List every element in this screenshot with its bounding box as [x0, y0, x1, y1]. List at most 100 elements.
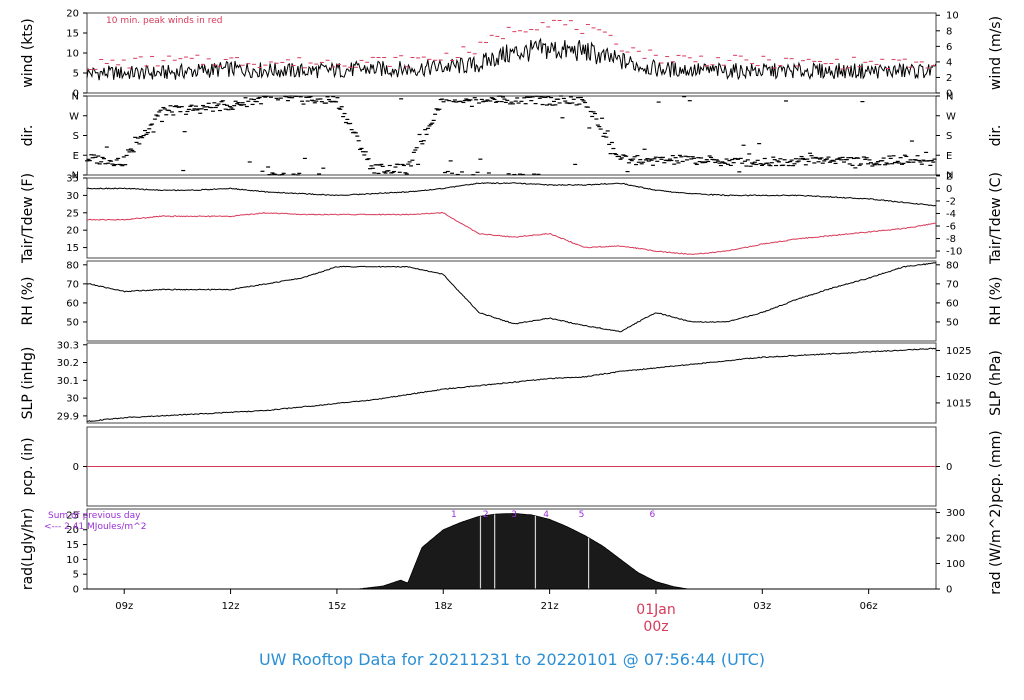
left-tick-label: N	[72, 92, 79, 103]
left-tick-label: 60	[66, 298, 79, 309]
right-tick-label: 1015	[946, 398, 971, 409]
ylabel-left: RH (%)	[20, 277, 36, 326]
ylabel-right: Tair/Tdew (C)	[988, 172, 1004, 265]
ylabel-right: dir.	[988, 125, 1004, 147]
left-tick-label: 15	[66, 540, 79, 551]
panel-slp: SLP (inHg) SLP (hPa) 29.9 30 30.1 30.2 30.3 101…	[20, 340, 1004, 424]
right-tick-label: N	[946, 171, 953, 182]
rad-hour-mark: 1	[451, 510, 457, 520]
ylabel-right: rad (W/m^2)	[988, 503, 1004, 594]
x-tick-label: 09z	[115, 601, 133, 612]
date-marker-hour: 00z	[643, 619, 668, 635]
left-tick-label: 5	[73, 69, 79, 80]
panel-wind: wind (kts) wind (m/s) 0 5 10 15 20 0 2 4 6 8 10 10 mi…	[20, 9, 1004, 100]
ylabel-left: pcp. (in)	[20, 437, 36, 495]
right-tick-label: 70	[946, 279, 959, 290]
panel-frame	[86, 342, 937, 424]
right-tick-label: 50	[946, 317, 959, 328]
right-tick-label: 4	[946, 57, 952, 68]
left-tick-label: E	[73, 151, 79, 162]
series-radiation	[358, 513, 688, 590]
right-tick-label: 6	[946, 42, 952, 53]
right-tick-label: -4	[946, 209, 956, 220]
left-tick-label: 70	[66, 279, 79, 290]
panel-temp: Tair/Tdew (F) Tair/Tdew (C)1520253035-10-…	[20, 171, 1004, 265]
ylabel-left: Tair/Tdew (F)	[20, 173, 36, 264]
right-tick-label: 300	[946, 508, 965, 519]
left-tick-label: 30.3	[57, 340, 79, 351]
right-tick-label: E	[946, 151, 952, 162]
left-tick-label: 30.2	[57, 358, 79, 369]
x-tick-label: 18z	[434, 601, 452, 612]
right-tick-label: S	[946, 131, 952, 142]
series-tdew	[86, 211, 937, 255]
x-tick-label: 15z	[328, 601, 346, 612]
ylabel-right: pcp. (mm)	[988, 430, 1004, 503]
ylabel-right: SLP (hPa)	[988, 350, 1004, 416]
left-tick-label: 50	[66, 317, 79, 328]
left-tick-label: 20	[66, 226, 79, 237]
right-tick-label: 0	[946, 585, 952, 596]
left-tick-label: 10	[66, 555, 79, 566]
left-tick-label: 15	[66, 29, 79, 40]
ylabel-left: wind (kts)	[20, 18, 36, 87]
right-tick-label: -6	[946, 222, 956, 233]
left-tick-label: 20	[66, 9, 79, 20]
right-tick-label: -8	[946, 234, 956, 245]
panel-rh: RH (%) RH (%) 50 60 70 80 50 60 70 80	[20, 260, 1004, 342]
date-marker-day: 01Jan	[636, 602, 675, 618]
left-tick-label: 15	[66, 243, 79, 254]
ylabel-left: dir.	[20, 125, 36, 147]
right-tick-label: 1025	[946, 346, 971, 357]
x-tick-label: 12z	[222, 601, 240, 612]
panel-dir: dir. dir.N NE ES SW WN N	[20, 92, 1004, 182]
left-tick-label: 30	[66, 394, 79, 405]
left-tick-label: 25	[66, 208, 79, 219]
left-tick-label: 0	[73, 89, 79, 100]
left-tick-label: 0	[73, 585, 79, 596]
ylabel-right: RH (%)	[988, 277, 1004, 326]
x-tick-label: 06z	[860, 601, 878, 612]
right-tick-label: W	[946, 111, 956, 122]
right-tick-label: 200	[946, 534, 965, 545]
right-tick-label: 60	[946, 298, 959, 309]
x-tick-label: 03z	[753, 601, 771, 612]
right-tick-label: 1020	[946, 372, 971, 383]
left-tick-label: N	[72, 171, 79, 182]
series-wind	[86, 37, 937, 81]
ylabel-left: rad(Lgly/hr)	[20, 508, 36, 590]
rad-hour-mark: 6	[650, 510, 656, 520]
rad-hour-mark: 2	[483, 510, 489, 520]
right-tick-label: 100	[946, 559, 965, 570]
right-tick-label: 8	[946, 26, 952, 37]
right-tick-label: 0	[946, 89, 952, 100]
left-tick-label: 30	[66, 191, 79, 202]
rad-annotation-2: <--- 2.41 MJoules/m^2	[44, 522, 146, 532]
left-tick-label: 0	[73, 462, 79, 473]
peak-annotation: 10 min. peak winds in red	[106, 16, 223, 26]
right-tick-label: 2	[946, 171, 952, 182]
series-tair	[86, 182, 937, 207]
right-tick-label: -2	[946, 196, 956, 207]
left-tick-label: 10	[66, 49, 79, 60]
x-axis: 09z 12z 15z 18z 21z 03z 06z	[115, 589, 878, 612]
left-tick-label: 5	[73, 570, 79, 581]
right-tick-label: N	[946, 92, 953, 103]
series-rh	[86, 262, 936, 333]
left-tick-label: 29.9	[57, 411, 79, 422]
panel-rad: rad(Lgly/hr) rad (W/m^2)05101520250100200…	[20, 503, 1004, 595]
panel-frame	[86, 177, 937, 259]
left-tick-label: 20	[66, 525, 79, 536]
left-tick-label: 80	[66, 260, 79, 271]
ylabel-right: wind (m/s)	[988, 16, 1004, 90]
right-tick-label: -10	[946, 247, 962, 258]
left-tick-label: 35	[66, 174, 79, 185]
right-tick-label: 0	[946, 462, 952, 473]
right-tick-label: 2	[946, 73, 952, 84]
panel-frame	[86, 260, 937, 342]
left-tick-label: W	[69, 111, 79, 122]
right-tick-label: 80	[946, 260, 959, 271]
right-tick-label: 0	[946, 184, 952, 195]
